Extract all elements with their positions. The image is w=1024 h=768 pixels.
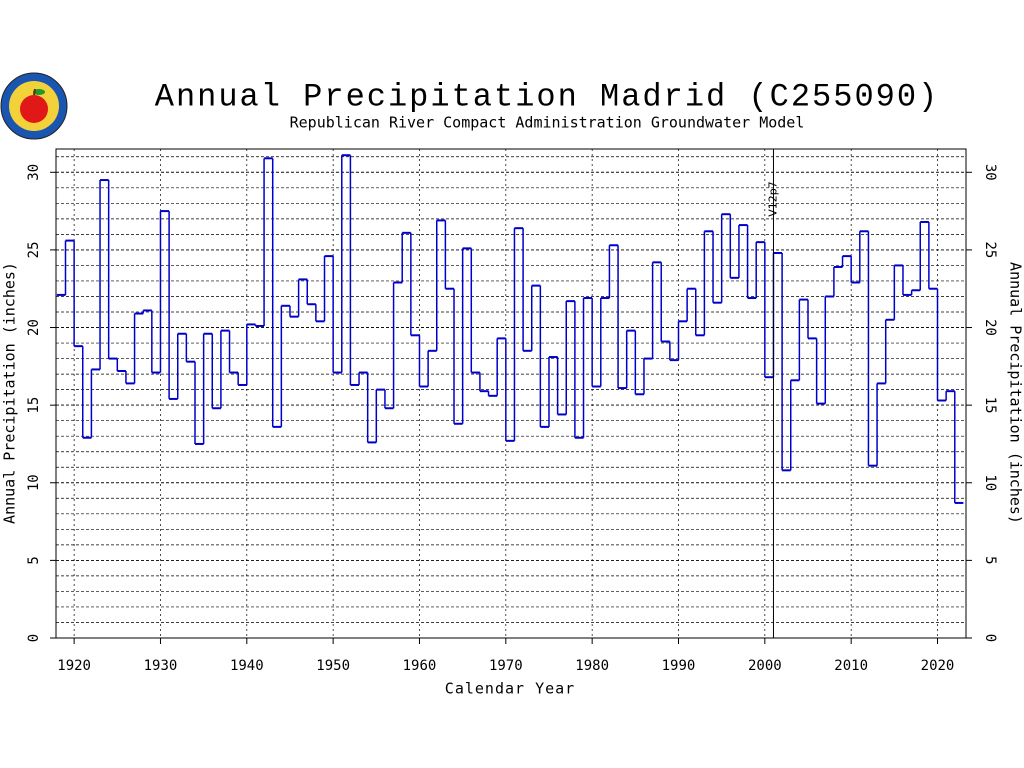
x-tick-label: 1990 [662, 658, 696, 674]
x-tick-label: 1940 [230, 658, 264, 674]
y2-tick-label: 15 [982, 397, 998, 414]
x-axis-label: Calendar Year [445, 680, 575, 698]
x-tick-label: 1920 [57, 658, 91, 674]
chart-title: Annual Precipitation Madrid (C255090) [155, 78, 940, 115]
y-tick-label: 25 [26, 241, 42, 258]
y-tick-label: 30 [26, 164, 42, 181]
y-tick-label: 20 [26, 319, 42, 336]
y-tick-label: 10 [26, 474, 42, 491]
y-tick-label: 5 [26, 556, 42, 564]
x-tick-label: 1980 [575, 658, 609, 674]
y-axis-label: Annual Precipitation (inches) [1, 262, 19, 524]
y-tick-label: 15 [26, 397, 42, 414]
x-tick-label: 2020 [921, 658, 955, 674]
x-tick-label: 1930 [144, 658, 178, 674]
chart-subtitle: Republican River Compact Administration … [290, 114, 805, 132]
y-tick-label: 0 [26, 634, 42, 642]
y2-tick-label: 25 [982, 241, 998, 258]
x-tick-label: 2000 [748, 658, 782, 674]
y2-tick-label: 30 [982, 164, 998, 181]
y2-tick-label: 0 [982, 634, 998, 642]
annotation-label: V12p7 [766, 181, 779, 217]
x-tick-label: 1960 [403, 658, 437, 674]
logo [0, 72, 68, 140]
y2-tick-label: 10 [982, 474, 998, 491]
plot-frame [55, 148, 967, 639]
x-tick-label: 1970 [489, 658, 523, 674]
x-tick-label: 2010 [834, 658, 868, 674]
y2-tick-label: 20 [982, 319, 998, 336]
x-tick-label: 1950 [316, 658, 350, 674]
y2-axis-label: Annual Precipitation (inches) [1007, 262, 1024, 524]
y2-tick-label: 5 [982, 556, 998, 564]
